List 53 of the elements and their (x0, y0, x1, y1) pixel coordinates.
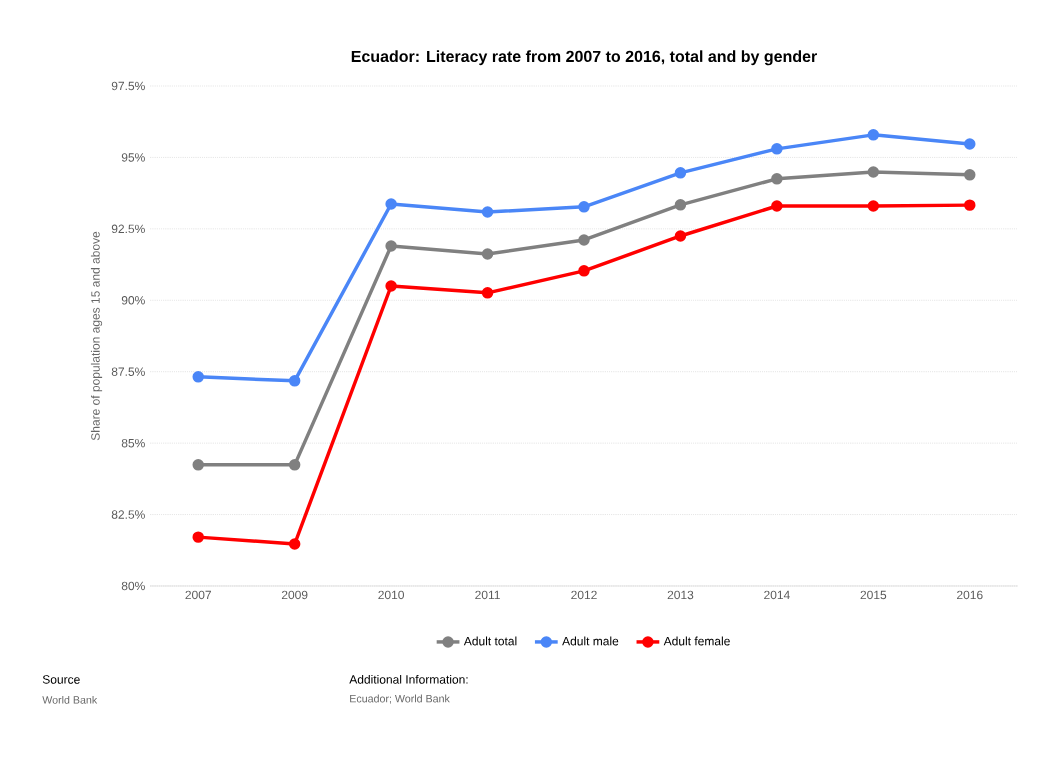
point (385, 198, 397, 210)
legend-label: Adult total (463, 636, 517, 646)
x-tick-label: 2007 (185, 590, 211, 600)
y-tick-label: 97.5% (111, 81, 145, 91)
x-tick-label: 2016 (957, 590, 983, 600)
legend-label: Adult male (562, 636, 619, 646)
point (192, 531, 204, 543)
y-tick-label: 95% (121, 153, 145, 162)
point (192, 371, 204, 383)
point (481, 287, 494, 299)
point (578, 201, 590, 213)
point (288, 538, 301, 550)
y-tick-label: 87.5% (111, 367, 145, 376)
text: World Bank (42, 695, 98, 704)
point (481, 248, 494, 260)
point (964, 199, 976, 211)
x-tick-label: 2014 (764, 590, 790, 600)
x-tick-label: 2011 (475, 590, 500, 600)
y-tick-label: 92.5% (111, 224, 145, 234)
point (867, 129, 880, 141)
x-tick-label: 2013 (667, 590, 694, 600)
y-tick-label: 82.5% (111, 510, 145, 519)
point (964, 138, 976, 150)
chart-title: Ecuador: Literacy rate from 2007 to 2016, total and by gender (351, 50, 817, 66)
point (964, 169, 976, 181)
legend-label: Adult female (663, 636, 730, 646)
point (771, 200, 783, 212)
point (578, 265, 590, 277)
point (867, 200, 880, 212)
x-tick-label: 2015 (860, 590, 887, 600)
point (674, 230, 687, 242)
x-tick-label: 2010 (378, 590, 404, 600)
point (578, 234, 590, 246)
point (288, 375, 301, 387)
point (288, 459, 301, 471)
text: Additional Information: (349, 674, 468, 684)
text: Source (42, 675, 80, 684)
y-axis-title: Share of population ages 15 and above (90, 231, 103, 441)
point (192, 459, 204, 471)
point (385, 240, 397, 252)
y-tick-label: 80% (121, 581, 145, 591)
text: Ecuador; World Bank (350, 694, 450, 704)
point (481, 206, 494, 218)
point (674, 199, 687, 211)
y-tick-label: 85% (121, 438, 145, 448)
point (771, 173, 783, 185)
point (385, 280, 397, 292)
point (674, 167, 687, 179)
point (867, 166, 880, 178)
x-tick-label: 2012 (571, 590, 597, 600)
x-tick-label: 2009 (281, 590, 308, 600)
y-tick-label: 90% (121, 296, 145, 305)
point (771, 143, 783, 155)
